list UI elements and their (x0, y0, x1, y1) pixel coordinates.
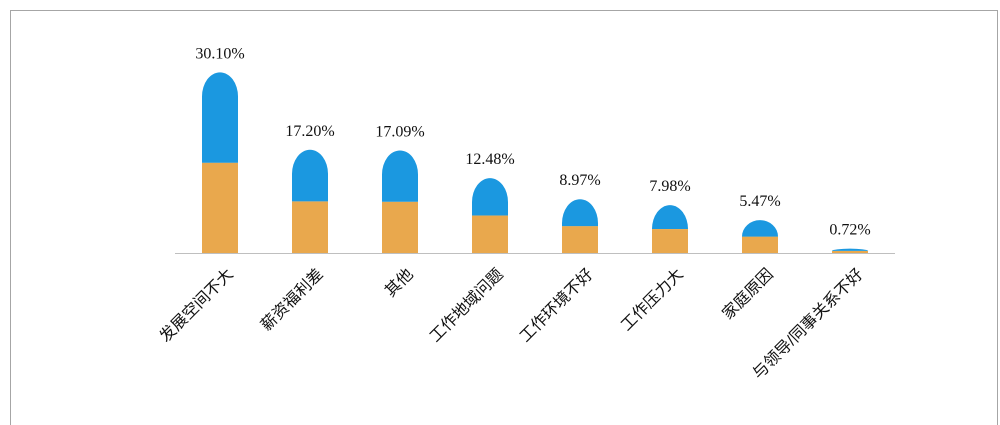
bar (652, 205, 688, 253)
bar-cap (202, 72, 238, 163)
chart-frame (10, 10, 998, 425)
x-tick-label: 薪资福利差 (258, 265, 327, 334)
value-label: 30.10% (195, 45, 244, 62)
bar-cap (382, 150, 418, 202)
x-tick-label: 其他 (381, 265, 416, 300)
bar-cap (832, 248, 868, 251)
bar-cap (742, 220, 778, 237)
x-tick-label: 工作地域问题 (426, 265, 507, 346)
bar-cap (292, 149, 328, 202)
value-label: 17.20% (285, 123, 334, 140)
bar-base (742, 236, 778, 253)
bar-cap (562, 199, 598, 227)
bar-base (652, 229, 688, 253)
value-label: 0.72% (829, 222, 870, 239)
bar-base (382, 201, 418, 253)
bar-base (832, 250, 868, 253)
value-label: 12.48% (465, 151, 514, 168)
x-tick-label: 工作环境不好 (516, 264, 597, 345)
bar (202, 72, 238, 253)
value-label: 7.98% (649, 178, 690, 195)
bar (382, 150, 418, 253)
bar (472, 178, 508, 253)
bar-base (292, 201, 328, 253)
value-label: 5.47% (739, 193, 780, 210)
x-tick-label: 工作压力大 (618, 265, 687, 334)
x-tick-label: 家庭原因 (719, 265, 777, 323)
value-label: 17.09% (375, 123, 424, 140)
bar (832, 248, 868, 253)
x-tick-label: 发展空间不大 (156, 265, 237, 346)
value-label: 8.97% (559, 172, 600, 189)
bar (562, 199, 598, 253)
bar-cap (472, 178, 508, 216)
bar (742, 220, 778, 253)
bar-base (562, 226, 598, 253)
bar-cap (652, 205, 688, 230)
bar-base (202, 162, 238, 253)
bar (292, 149, 328, 253)
bar-base (472, 215, 508, 253)
